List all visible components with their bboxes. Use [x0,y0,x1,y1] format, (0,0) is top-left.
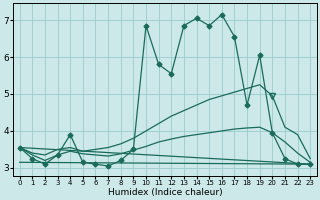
X-axis label: Humidex (Indice chaleur): Humidex (Indice chaleur) [108,188,222,197]
